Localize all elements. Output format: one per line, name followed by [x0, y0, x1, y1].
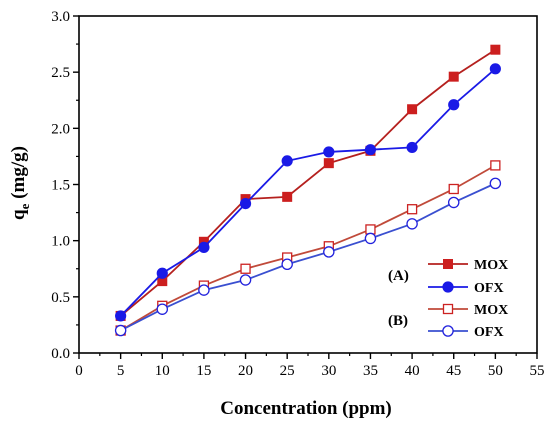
data-point — [281, 258, 293, 271]
x-tick-label: 30 — [321, 363, 336, 379]
series-ofx-b — [114, 177, 502, 337]
data-point — [365, 224, 376, 235]
x-axis-title: Concentration (ppm) — [220, 398, 392, 419]
data-point — [240, 263, 251, 274]
legend-label: MOX — [474, 258, 508, 273]
y-tick-label: 2.5 — [51, 65, 70, 81]
data-point — [448, 99, 460, 111]
data-point — [406, 141, 418, 154]
data-point — [407, 104, 418, 115]
data-point — [115, 310, 127, 322]
y-tick-label: 0.0 — [51, 346, 70, 362]
data-point — [239, 197, 252, 210]
x-tick-label: 55 — [530, 363, 545, 379]
legend-item: OFX — [428, 325, 504, 340]
data-point — [282, 191, 293, 202]
data-point — [239, 274, 252, 286]
group-label-b: (B) — [388, 313, 408, 329]
x-tick-label: 25 — [280, 363, 295, 379]
y-axis-title-unit: (mg/g) — [8, 146, 29, 204]
data-point — [448, 183, 459, 195]
legend-marker — [443, 259, 453, 269]
x-tick-label: 5 — [117, 363, 125, 379]
y-tick-label: 2.0 — [51, 121, 70, 137]
x-tick-label: 20 — [238, 363, 253, 379]
y-axis-title-subscript: e — [17, 203, 32, 209]
data-point — [406, 204, 418, 215]
data-point — [489, 63, 501, 75]
x-tick-label: 50 — [488, 363, 503, 379]
series-line — [120, 164, 496, 332]
legend-label: OFX — [474, 325, 504, 340]
y-tick-label: 1.5 — [51, 178, 70, 194]
data-point — [281, 155, 293, 167]
data-point — [364, 144, 377, 156]
legend-marker — [442, 303, 454, 315]
x-tick-label: 35 — [363, 363, 378, 379]
series-mox-a — [115, 44, 501, 321]
legend-label: OFX — [474, 281, 504, 296]
data-point — [198, 284, 210, 296]
legend-label: MOX — [474, 303, 508, 318]
legend-marker — [442, 281, 454, 293]
y-axis-title: qe (mg/g) — [8, 146, 32, 220]
group-label-a: (A) — [388, 268, 409, 284]
x-tick-label: 15 — [196, 363, 211, 379]
data-point — [156, 303, 169, 315]
series-line — [120, 48, 496, 317]
data-point — [114, 324, 127, 337]
y-tick-label: 0.5 — [51, 290, 70, 306]
axis-ticks — [73, 15, 538, 359]
x-tick-label: 40 — [405, 363, 420, 379]
data-point — [490, 44, 501, 55]
data-point — [323, 158, 334, 169]
x-tick-label: 0 — [75, 363, 83, 379]
y-axis-title-main: q — [8, 209, 29, 220]
data-point — [198, 241, 210, 254]
series-line — [120, 182, 496, 332]
legend-item: MOX — [428, 258, 508, 273]
legend: MOX OFX MOX OFX (A) (B) — [388, 258, 508, 340]
data-point — [448, 71, 459, 82]
legend-marker — [442, 325, 454, 337]
tick-labels: 0 5 10 15 20 25 30 35 40 45 50 55 0.0 0.5 1.0 1.5 2.0 2.5… — [51, 9, 544, 379]
data-point — [406, 218, 418, 230]
data-point — [364, 232, 377, 245]
series-line — [119, 68, 496, 317]
series-ofx-a — [115, 63, 501, 322]
legend-item: MOX — [428, 303, 508, 318]
legend-item: OFX — [428, 281, 504, 296]
y-tick-label: 3.0 — [51, 9, 70, 25]
data-point — [489, 177, 502, 190]
data-point — [323, 146, 335, 158]
data-point — [323, 246, 335, 258]
data-point — [447, 196, 460, 209]
y-tick-label: 1.0 — [51, 234, 70, 250]
x-tick-label: 10 — [155, 363, 170, 379]
data-point — [490, 160, 501, 171]
x-tick-label: 45 — [446, 363, 461, 379]
series-layer — [114, 44, 502, 337]
data-point — [156, 267, 168, 279]
